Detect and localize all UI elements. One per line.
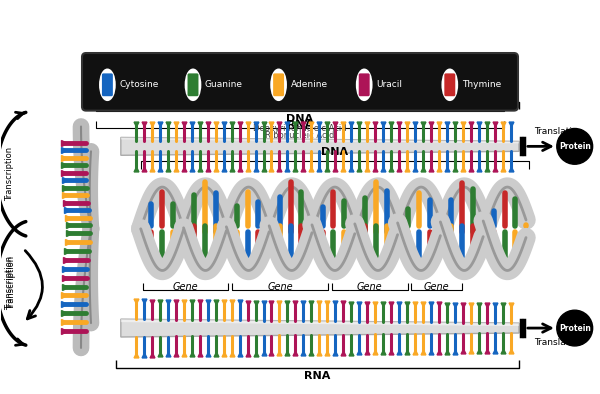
- Text: Translation: Translation: [534, 127, 583, 136]
- Ellipse shape: [272, 70, 286, 100]
- FancyBboxPatch shape: [273, 73, 284, 96]
- Circle shape: [557, 128, 593, 164]
- Polygon shape: [121, 319, 519, 326]
- Circle shape: [557, 310, 593, 346]
- Ellipse shape: [100, 70, 115, 100]
- Ellipse shape: [186, 70, 200, 100]
- Text: Adenine: Adenine: [290, 80, 328, 89]
- Text: Translation: Translation: [534, 338, 583, 348]
- Polygon shape: [121, 138, 519, 143]
- Text: DNA: DNA: [286, 113, 314, 124]
- Text: Thymine: Thymine: [462, 80, 501, 89]
- Text: Gene: Gene: [267, 282, 293, 292]
- Text: Protein: Protein: [559, 323, 590, 333]
- Text: Transcription: Transcription: [5, 256, 14, 310]
- Text: RNA: RNA: [304, 371, 331, 381]
- Text: Transcription: Transcription: [5, 147, 14, 201]
- Text: Gene: Gene: [357, 282, 382, 292]
- Ellipse shape: [443, 70, 457, 100]
- Text: Ribonucleic Acid: Ribonucleic Acid: [265, 132, 335, 140]
- Text: RNA: RNA: [287, 121, 313, 130]
- Text: Deoxyribonucleic Acid: Deoxyribonucleic Acid: [253, 124, 347, 132]
- Text: Gene: Gene: [173, 282, 199, 292]
- Ellipse shape: [357, 70, 371, 100]
- Text: Cytosine: Cytosine: [119, 80, 159, 89]
- Text: Gene: Gene: [424, 282, 449, 292]
- Text: Transcription: Transcription: [7, 256, 16, 310]
- FancyBboxPatch shape: [445, 73, 455, 96]
- FancyBboxPatch shape: [188, 73, 199, 96]
- Polygon shape: [121, 138, 519, 155]
- Polygon shape: [121, 319, 519, 337]
- FancyBboxPatch shape: [102, 73, 113, 96]
- Text: Protein: Protein: [559, 142, 590, 151]
- FancyBboxPatch shape: [359, 73, 370, 96]
- Text: DNA: DNA: [321, 147, 349, 157]
- FancyBboxPatch shape: [82, 53, 518, 111]
- Text: Guanine: Guanine: [205, 80, 243, 89]
- Text: Uracil: Uracil: [376, 80, 402, 89]
